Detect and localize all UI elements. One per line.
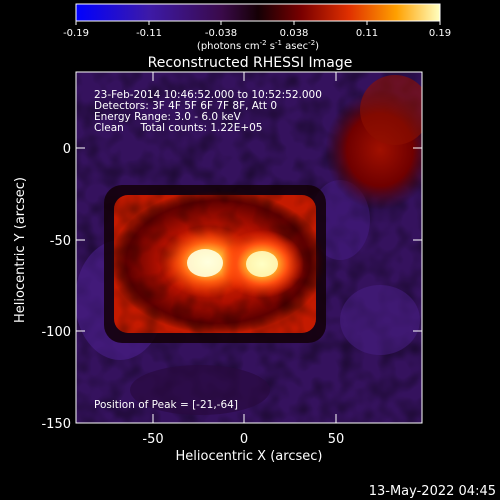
colorbar-tick: -0.19	[63, 28, 89, 39]
x-axis-label: Heliocentric X (arcsec)	[176, 449, 323, 464]
colorbar-tick: -0.038	[205, 28, 237, 39]
observation-info: 23-Feb-2014 10:46:52.000 to 10:52:52.000…	[94, 89, 322, 134]
info-energy-range: Energy Range: 3.0 - 6.0 keV	[94, 111, 242, 123]
colorbar-tick: 0.19	[429, 28, 451, 39]
rhessi-image	[76, 72, 422, 423]
info-clean-counts: Clean Total counts: 1.22E+05	[94, 122, 263, 134]
colorbar-tick: 0.038	[280, 28, 309, 39]
info-time-range: 23-Feb-2014 10:46:52.000 to 10:52:52.000	[94, 89, 322, 101]
y-tick-label: 0	[63, 142, 71, 157]
plot-title: Reconstructed RHESSI Image	[148, 55, 353, 71]
x-tick-label: 0	[240, 432, 248, 447]
y-tick-labels: 0 -50 -100 -150	[41, 142, 71, 432]
x-tick-label: 50	[328, 432, 345, 447]
y-tick-label: -50	[50, 234, 71, 249]
colorbar	[76, 4, 440, 21]
x-tick-label: -50	[142, 432, 163, 447]
x-tick-labels: -50 0 50	[142, 432, 344, 447]
colorbar-tick-labels: -0.19 -0.11 -0.038 0.038 0.11 0.19	[63, 28, 451, 39]
y-tick-label: -100	[41, 325, 71, 340]
plot-frame	[75, 71, 423, 424]
y-tick-label: -150	[41, 417, 71, 432]
peak-position: Position of Peak = [-21,-64]	[94, 399, 238, 411]
y-axis-label: Heliocentric Y (arcsec)	[13, 177, 28, 323]
colorbar-units: (photons cm-2 s-1 asec-2)	[197, 39, 319, 52]
info-detectors: Detectors: 3F 4F 5F 6F 7F 8F, Att 0	[94, 100, 277, 112]
colorbar-tick: 0.11	[356, 28, 378, 39]
colorbar-tick: -0.11	[136, 28, 162, 39]
footer-date: 13-May-2022 04:45	[369, 484, 496, 499]
